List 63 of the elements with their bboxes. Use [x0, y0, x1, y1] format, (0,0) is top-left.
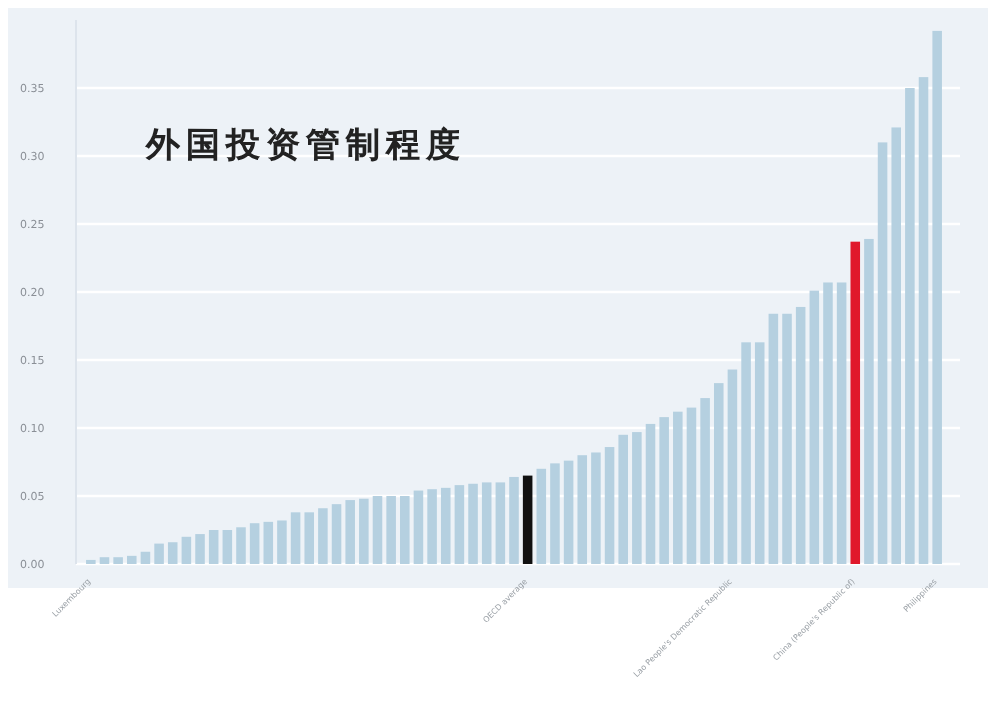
bar — [522, 475, 533, 564]
bar — [277, 520, 287, 564]
bar — [932, 30, 942, 564]
bar — [263, 521, 274, 564]
bar — [727, 369, 738, 564]
bar — [836, 282, 847, 564]
bar — [645, 423, 656, 564]
bar — [905, 88, 915, 564]
bar — [249, 523, 260, 564]
bar — [222, 530, 233, 564]
bar — [809, 290, 820, 564]
bar — [536, 468, 547, 564]
bar — [782, 313, 792, 564]
bar — [550, 463, 560, 564]
bar — [850, 241, 861, 564]
bar — [795, 306, 806, 564]
bar — [127, 555, 137, 564]
bar — [113, 557, 123, 564]
bar — [591, 452, 601, 564]
bar — [741, 342, 751, 564]
bar — [918, 77, 929, 564]
bar — [713, 383, 724, 564]
bar — [700, 398, 710, 564]
bar — [686, 407, 697, 564]
bar — [563, 460, 574, 564]
bar — [400, 496, 410, 564]
bar — [618, 434, 628, 564]
bar — [427, 489, 437, 564]
bar — [304, 512, 315, 564]
bar — [440, 487, 451, 564]
bar — [386, 496, 396, 564]
bar — [99, 557, 110, 564]
bar — [140, 551, 151, 564]
bar — [413, 490, 424, 564]
bar — [823, 282, 833, 564]
bar — [659, 417, 669, 564]
bar — [372, 496, 383, 564]
bar — [891, 127, 901, 564]
bar — [768, 313, 779, 564]
bar — [318, 508, 328, 564]
bar — [577, 455, 588, 564]
bar — [754, 342, 765, 564]
bar — [331, 504, 342, 564]
bar — [632, 432, 642, 564]
bar — [495, 482, 506, 564]
bar — [604, 447, 615, 564]
text: 外国投资管制程度 — [144, 126, 466, 166]
bar — [481, 482, 492, 564]
bar — [673, 411, 683, 564]
bar — [454, 485, 465, 564]
bar — [167, 542, 178, 564]
bar — [509, 476, 519, 564]
bar — [359, 498, 369, 564]
bar — [877, 142, 888, 564]
bar — [181, 536, 192, 564]
bar — [345, 500, 355, 564]
bar — [236, 527, 246, 564]
bar — [864, 238, 874, 564]
bar — [208, 530, 219, 564]
bar — [290, 512, 301, 564]
bar — [195, 534, 205, 564]
bar — [468, 483, 478, 564]
bar — [154, 543, 164, 564]
